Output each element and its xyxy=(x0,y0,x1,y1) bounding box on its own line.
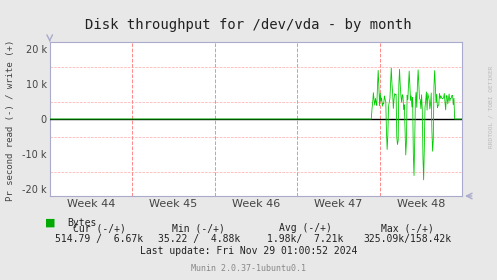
Text: Munin 2.0.37-1ubuntu0.1: Munin 2.0.37-1ubuntu0.1 xyxy=(191,264,306,273)
Text: Cur (-/+): Cur (-/+) xyxy=(73,223,126,233)
Text: Bytes: Bytes xyxy=(67,218,96,228)
Text: 325.09k/158.42k: 325.09k/158.42k xyxy=(363,234,452,244)
Text: RRDTOOL / TOBI OETIKER: RRDTOOL / TOBI OETIKER xyxy=(489,65,494,148)
Text: Min (-/+): Min (-/+) xyxy=(172,223,225,233)
Text: 1.98k/  7.21k: 1.98k/ 7.21k xyxy=(267,234,344,244)
Text: Avg (-/+): Avg (-/+) xyxy=(279,223,332,233)
Text: Pr second read (-) / write (+): Pr second read (-) / write (+) xyxy=(6,40,15,201)
Text: 35.22 /  4.88k: 35.22 / 4.88k xyxy=(158,234,240,244)
Text: ■: ■ xyxy=(45,218,55,228)
Text: Max (-/+): Max (-/+) xyxy=(381,223,434,233)
Text: Last update: Fri Nov 29 01:00:52 2024: Last update: Fri Nov 29 01:00:52 2024 xyxy=(140,246,357,256)
Text: 514.79 /  6.67k: 514.79 / 6.67k xyxy=(55,234,144,244)
Text: Disk throughput for /dev/vda - by month: Disk throughput for /dev/vda - by month xyxy=(85,18,412,32)
